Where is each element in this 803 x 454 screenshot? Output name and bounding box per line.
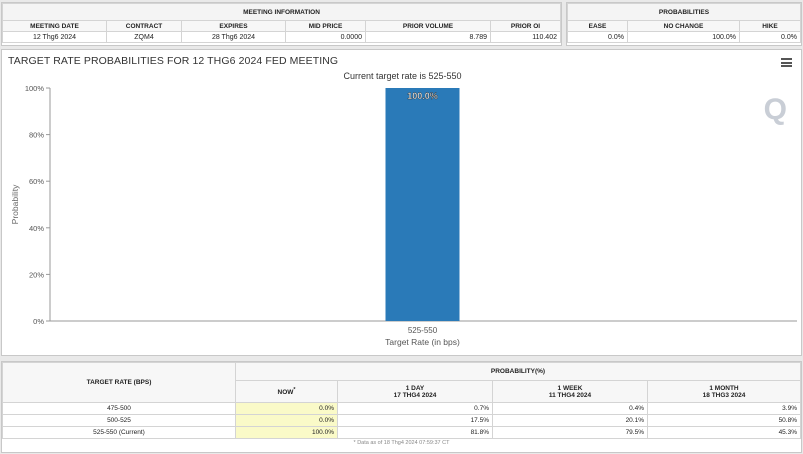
value-cell: 81.8% xyxy=(337,426,493,439)
table-row: 475-500 0.0% 0.7% 0.4% 3.9% xyxy=(2,402,801,415)
y-tick-label: 100% xyxy=(25,84,45,93)
bar xyxy=(385,88,460,321)
y-tick-label: 0% xyxy=(33,317,44,326)
x-tick-label: 525-550 xyxy=(408,326,438,335)
chart-subtitle: Current target rate is 525-550 xyxy=(343,71,462,81)
period-header-1-day: 1 DAY 17 THG4 2024 xyxy=(337,380,493,403)
prior-oi-header: PRIOR OI xyxy=(490,20,561,32)
value-cell: 0.7% xyxy=(337,402,493,415)
y-axis-label: Probability xyxy=(10,184,20,224)
mid-price-value: 0.0000 xyxy=(285,31,366,43)
hike-value: 0.0% xyxy=(739,31,801,43)
prior-volume-header: PRIOR VOLUME xyxy=(365,20,491,32)
value-cell: 0.0% xyxy=(235,402,338,415)
no-change-value: 100.0% xyxy=(627,31,740,43)
expires-value: 28 Thg6 2024 xyxy=(181,31,286,43)
value-cell: 79.5% xyxy=(492,426,648,439)
no-change-header: NO CHANGE xyxy=(627,20,740,32)
probabilities-table: PROBABILITIES EASE NO CHANGE HIKE 0.0% 1… xyxy=(567,3,801,43)
table-row: 525-550 (Current) 100.0% 81.8% 79.5% 45.… xyxy=(2,426,801,439)
bar-data-label: 100.0% xyxy=(407,91,438,101)
target-rate-header: TARGET RATE (BPS) xyxy=(2,362,236,403)
value-cell: 0.0% xyxy=(235,414,338,427)
ease-value: 0.0% xyxy=(567,31,628,43)
x-axis-label: Target Rate (in bps) xyxy=(385,337,460,347)
data-timestamp-footnote: * Data as of 18 Thg4 2024 07:59:37 CT xyxy=(353,440,450,447)
value-cell: 45.3% xyxy=(647,426,801,439)
rate-cell: 525-550 (Current) xyxy=(2,426,236,439)
chart-panel: 0% 20% 40% 60% 80% 100% Probability 100.0% 525-5… xyxy=(1,49,802,356)
meeting-date-header: MEETING DATE xyxy=(2,20,107,32)
y-tick-label: 80% xyxy=(29,131,44,140)
value-cell: 3.9% xyxy=(647,402,801,415)
value-cell: 17.5% xyxy=(337,414,493,427)
meeting-information-table: MEETING INFORMATION MEETING DATE CONTRAC… xyxy=(2,3,561,43)
rate-cell: 475-500 xyxy=(2,402,236,415)
contract-value: ZQM4 xyxy=(106,31,182,43)
y-tick-label: 20% xyxy=(29,270,44,279)
value-cell: 100.0% xyxy=(235,426,338,439)
value-cell: 0.4% xyxy=(492,402,648,415)
meeting-date-value: 12 Thg6 2024 xyxy=(2,31,107,43)
prior-volume-value: 8.789 xyxy=(365,31,491,43)
rate-cell: 500-525 xyxy=(2,414,236,427)
mid-price-header: MID PRICE xyxy=(285,20,366,32)
value-cell: 50.8% xyxy=(647,414,801,427)
probability-chart: 0% 20% 40% 60% 80% 100% Probability 100.0% 525-5… xyxy=(10,84,797,347)
prior-oi-value: 110.402 xyxy=(490,31,561,43)
meeting-information-panel: MEETING INFORMATION MEETING DATE CONTRAC… xyxy=(1,2,562,46)
y-tick-label: 60% xyxy=(29,177,44,186)
target-rate-panel: TARGET RATE (BPS) PROBABILITY(%) NOW* 1 … xyxy=(1,361,802,453)
chart-title: TARGET RATE PROBABILITIES FOR 12 THG6 20… xyxy=(8,55,339,67)
value-cell: 20.1% xyxy=(492,414,648,427)
expires-header: EXPIRES xyxy=(181,20,286,32)
y-tick-label: 40% xyxy=(29,224,44,233)
menu-icon[interactable] xyxy=(781,58,792,67)
table-row: 500-525 0.0% 17.5% 20.1% 50.8% xyxy=(2,414,801,427)
probabilities-title: PROBABILITIES xyxy=(567,3,801,21)
watermark-logo: Q xyxy=(763,93,787,126)
meeting-information-title: MEETING INFORMATION xyxy=(2,3,561,21)
probabilities-panel: PROBABILITIES EASE NO CHANGE HIKE 0.0% 1… xyxy=(566,2,802,46)
period-header-1-week: 1 WEEK 11 THG4 2024 xyxy=(492,380,648,403)
period-header-1-month: 1 MONTH 18 THG3 2024 xyxy=(647,380,801,403)
target-rate-table: TARGET RATE (BPS) PROBABILITY(%) NOW* 1 … xyxy=(2,362,801,448)
period-header-now: NOW* xyxy=(235,380,338,403)
ease-header: EASE xyxy=(567,20,628,32)
hike-header: HIKE xyxy=(739,20,801,32)
probability-header: PROBABILITY(%) xyxy=(235,362,801,381)
contract-header: CONTRACT xyxy=(106,20,182,32)
